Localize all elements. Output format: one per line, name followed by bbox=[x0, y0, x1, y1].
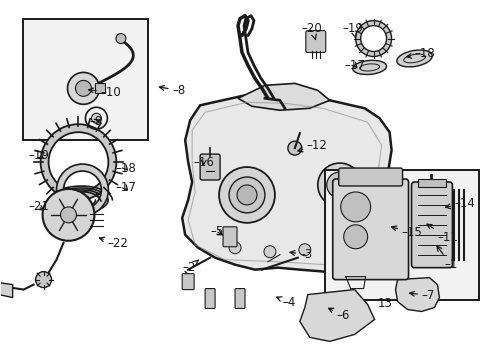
Circle shape bbox=[343, 225, 367, 249]
Text: –21: –21 bbox=[29, 201, 49, 213]
Text: –9: –9 bbox=[89, 115, 102, 128]
Text: –14: –14 bbox=[445, 197, 474, 210]
FancyBboxPatch shape bbox=[411, 182, 451, 268]
Circle shape bbox=[219, 167, 274, 223]
Circle shape bbox=[287, 141, 301, 155]
Text: 13: 13 bbox=[377, 297, 392, 310]
Circle shape bbox=[340, 192, 370, 222]
Text: –17: –17 bbox=[115, 181, 136, 194]
Polygon shape bbox=[182, 95, 391, 272]
Text: –19: –19 bbox=[29, 149, 49, 162]
Text: –12: –12 bbox=[297, 139, 327, 152]
FancyBboxPatch shape bbox=[200, 154, 220, 180]
Circle shape bbox=[228, 242, 241, 254]
Polygon shape bbox=[299, 289, 374, 341]
Circle shape bbox=[317, 163, 361, 207]
FancyBboxPatch shape bbox=[182, 274, 194, 289]
Circle shape bbox=[91, 113, 101, 123]
Bar bbox=[417, 179, 446, 187]
Polygon shape bbox=[0, 283, 13, 298]
Text: –2: –2 bbox=[182, 260, 198, 274]
Polygon shape bbox=[395, 278, 439, 311]
Bar bbox=[324, 170, 478, 300]
Text: –20: –20 bbox=[301, 22, 322, 40]
Text: –11: –11 bbox=[426, 224, 457, 244]
Text: –17: –17 bbox=[344, 59, 365, 72]
Ellipse shape bbox=[352, 60, 386, 75]
FancyBboxPatch shape bbox=[305, 31, 325, 53]
Circle shape bbox=[298, 244, 310, 256]
Text: –7: –7 bbox=[409, 289, 434, 302]
Text: –16: –16 bbox=[193, 156, 214, 168]
FancyBboxPatch shape bbox=[332, 179, 407, 280]
FancyBboxPatch shape bbox=[204, 289, 215, 309]
Text: –5: –5 bbox=[210, 225, 223, 238]
Text: –18: –18 bbox=[115, 162, 136, 175]
Polygon shape bbox=[238, 84, 329, 110]
Text: –3: –3 bbox=[289, 248, 312, 261]
Text: –18: –18 bbox=[406, 47, 434, 60]
Text: –6: –6 bbox=[328, 308, 349, 322]
Circle shape bbox=[61, 207, 76, 223]
Text: –8: –8 bbox=[159, 84, 185, 97]
Text: –10: –10 bbox=[88, 86, 121, 99]
Circle shape bbox=[326, 172, 352, 198]
Text: –4: –4 bbox=[276, 296, 296, 309]
Circle shape bbox=[67, 72, 99, 104]
Circle shape bbox=[36, 272, 51, 288]
Circle shape bbox=[228, 177, 264, 213]
Circle shape bbox=[42, 189, 94, 241]
Text: –15: –15 bbox=[391, 226, 422, 239]
Circle shape bbox=[116, 33, 125, 44]
Circle shape bbox=[75, 80, 91, 96]
Text: –1: –1 bbox=[436, 246, 457, 271]
FancyBboxPatch shape bbox=[235, 289, 244, 309]
FancyBboxPatch shape bbox=[223, 227, 237, 247]
Circle shape bbox=[237, 185, 256, 205]
Ellipse shape bbox=[396, 50, 431, 67]
Bar bbox=[22, 19, 148, 140]
Bar bbox=[95, 84, 105, 93]
Text: –22: –22 bbox=[99, 237, 128, 250]
Circle shape bbox=[264, 246, 275, 258]
FancyBboxPatch shape bbox=[338, 168, 402, 186]
Text: –19: –19 bbox=[342, 22, 363, 38]
